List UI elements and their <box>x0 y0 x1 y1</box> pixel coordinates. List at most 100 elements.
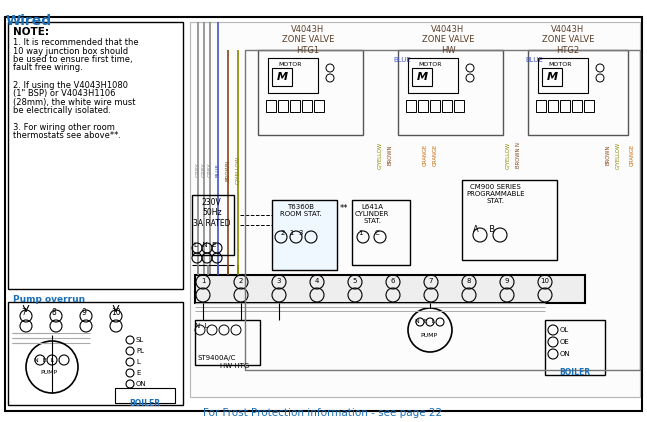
Text: SL: SL <box>136 337 144 343</box>
Bar <box>584 100 594 112</box>
Bar <box>278 100 288 112</box>
Text: fault free wiring.: fault free wiring. <box>13 63 83 73</box>
Bar <box>398 50 503 135</box>
Bar <box>245 50 640 370</box>
Bar <box>190 22 640 397</box>
Bar <box>258 50 363 135</box>
Text: 4: 4 <box>315 278 319 284</box>
Text: C: C <box>375 230 380 236</box>
Text: G/YELLOW: G/YELLOW <box>615 141 620 168</box>
Text: MOTOR: MOTOR <box>418 62 441 67</box>
Text: 5: 5 <box>353 278 357 284</box>
Bar <box>560 100 570 112</box>
Bar <box>352 200 410 265</box>
Text: BROWN: BROWN <box>388 145 393 165</box>
Text: GREY: GREY <box>195 163 201 177</box>
Text: 7: 7 <box>429 278 433 284</box>
Text: L641A
CYLINDER
STAT.: L641A CYLINDER STAT. <box>355 204 389 224</box>
Bar <box>536 100 546 112</box>
Bar <box>418 100 428 112</box>
Bar <box>302 100 312 112</box>
Text: Wired: Wired <box>6 14 52 28</box>
Text: 2: 2 <box>239 278 243 284</box>
Bar <box>195 320 260 365</box>
Text: (28mm), the white wire must: (28mm), the white wire must <box>13 97 135 106</box>
Text: 10: 10 <box>111 308 120 317</box>
Text: PUMP: PUMP <box>420 333 437 338</box>
Text: 8: 8 <box>466 278 471 284</box>
Text: 7: 7 <box>21 308 26 317</box>
Text: BLUE: BLUE <box>525 57 543 63</box>
Text: ORANGE: ORANGE <box>432 144 437 166</box>
Text: NOTE:: NOTE: <box>13 27 49 37</box>
Text: For Frost Protection information - see page 22: For Frost Protection information - see p… <box>203 408 443 418</box>
Text: GREY: GREY <box>201 163 206 177</box>
Text: N  L: N L <box>195 323 208 329</box>
Text: 1. It is recommended that the: 1. It is recommended that the <box>13 38 138 47</box>
Bar <box>266 100 276 112</box>
Bar <box>290 100 300 112</box>
Bar <box>268 58 318 93</box>
Bar <box>115 388 175 403</box>
Text: ON: ON <box>560 351 571 357</box>
Text: 1: 1 <box>358 230 362 236</box>
Text: E: E <box>136 370 140 376</box>
Text: L: L <box>136 359 140 365</box>
Text: MOTOR: MOTOR <box>548 62 571 67</box>
Bar <box>408 58 458 93</box>
Text: 2  1  3: 2 1 3 <box>281 230 303 236</box>
Bar <box>572 100 582 112</box>
Text: BROWN N: BROWN N <box>516 142 520 168</box>
Bar <box>406 100 416 112</box>
Bar <box>528 50 628 135</box>
Text: Pump overrun: Pump overrun <box>13 295 85 304</box>
Text: V4043H
ZONE VALVE
HW: V4043H ZONE VALVE HW <box>422 25 474 55</box>
Bar <box>314 100 324 112</box>
Text: PUMP: PUMP <box>40 370 57 375</box>
Text: N  E  L: N E L <box>415 319 435 324</box>
Text: be used to ensure first time,: be used to ensure first time, <box>13 55 133 64</box>
Text: M: M <box>547 72 558 82</box>
Bar <box>430 100 440 112</box>
Text: **: ** <box>340 204 349 213</box>
Text: 6: 6 <box>391 278 395 284</box>
Bar <box>454 100 464 112</box>
Text: ORANGE: ORANGE <box>630 144 635 166</box>
Text: HW HTG: HW HTG <box>220 363 249 369</box>
Text: 10: 10 <box>540 278 549 284</box>
Text: BROWN: BROWN <box>226 160 230 181</box>
Text: T6360B
ROOM STAT.: T6360B ROOM STAT. <box>280 204 322 217</box>
Text: GREY: GREY <box>208 163 212 177</box>
Text: ORANGE: ORANGE <box>422 144 428 166</box>
Text: BOILER: BOILER <box>129 399 160 408</box>
Bar <box>412 68 432 86</box>
Text: ON: ON <box>136 381 147 387</box>
Text: BLUE: BLUE <box>393 57 411 63</box>
Text: G/YELLOW: G/YELLOW <box>236 156 241 184</box>
Bar <box>272 68 292 86</box>
Text: G/YELLOW: G/YELLOW <box>377 141 382 168</box>
Text: V4043H
ZONE VALVE
HTG1: V4043H ZONE VALVE HTG1 <box>282 25 334 55</box>
Text: 3: 3 <box>277 278 281 284</box>
Bar <box>542 68 562 86</box>
Bar <box>545 320 605 375</box>
Bar <box>462 180 557 260</box>
Text: M: M <box>276 72 287 82</box>
Text: V4043H
ZONE VALVE
HTG2: V4043H ZONE VALVE HTG2 <box>542 25 594 55</box>
Text: CM900 SERIES
PROGRAMMABLE
STAT.: CM900 SERIES PROGRAMMABLE STAT. <box>466 184 525 204</box>
Text: A    B: A B <box>473 225 495 234</box>
Text: G/YELLOW: G/YELLOW <box>505 141 510 168</box>
Text: 2. If using the V4043H1080: 2. If using the V4043H1080 <box>13 81 128 89</box>
Text: OL: OL <box>560 327 569 333</box>
Text: 230V
50Hz
3A RATED: 230V 50Hz 3A RATED <box>193 198 230 228</box>
Text: 3. For wiring other room: 3. For wiring other room <box>13 123 115 132</box>
Text: 9: 9 <box>81 308 86 317</box>
Text: M: M <box>417 72 428 82</box>
Bar <box>538 58 588 93</box>
Text: BLUE: BLUE <box>215 163 221 177</box>
Text: BROWN: BROWN <box>606 145 611 165</box>
Text: 1: 1 <box>201 278 205 284</box>
Text: ST9400A/C: ST9400A/C <box>197 355 236 361</box>
Text: (1" BSP) or V4043H1106: (1" BSP) or V4043H1106 <box>13 89 116 98</box>
Text: thermostats see above**.: thermostats see above**. <box>13 132 121 141</box>
